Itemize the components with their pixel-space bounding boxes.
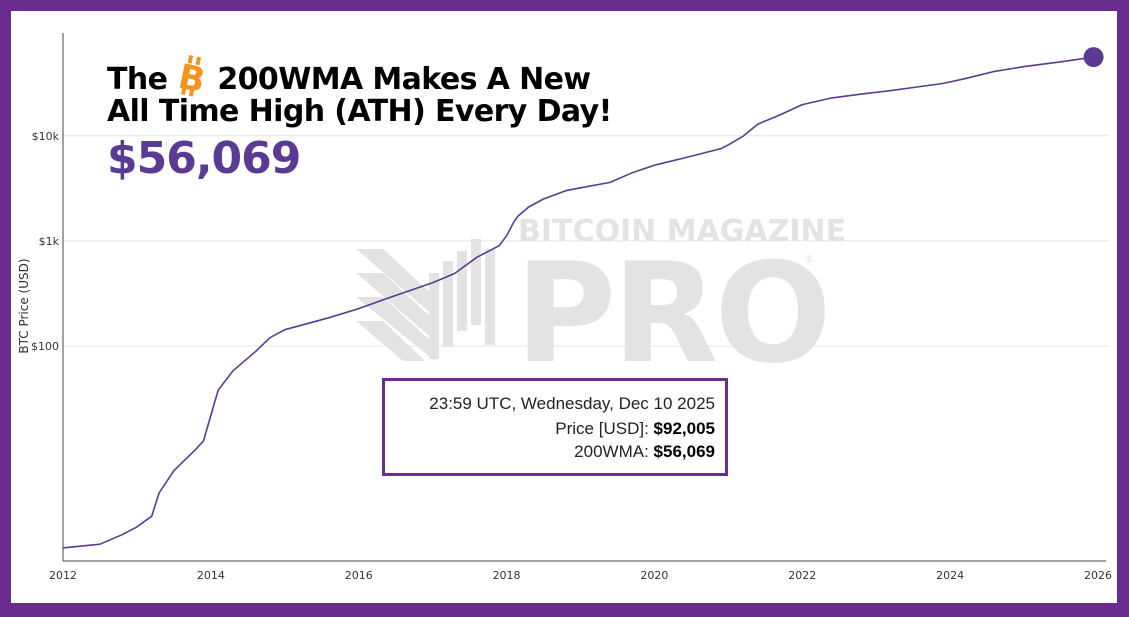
latest-point-marker[interactable] bbox=[1083, 47, 1104, 68]
y-tick-label: $10k bbox=[32, 130, 60, 143]
bitcoin-icon: B bbox=[175, 54, 208, 99]
tooltip-datetime: 23:59 UTC, Wednesday, Dec 10 2025 bbox=[429, 394, 715, 413]
x-tick-labels: 2012 2014 2016 2018 2020 2022 2024 2026 bbox=[49, 569, 1112, 582]
x-tick-label: 2024 bbox=[936, 569, 964, 582]
chart-frame: BITCOIN MAGAZINE PRO ® $100 $1k $10k 2012 2… bbox=[11, 11, 1117, 603]
y-tick-label: $1k bbox=[39, 235, 60, 248]
axes bbox=[62, 33, 1106, 562]
tooltip-wma-row: 200WMA: $56,069 bbox=[574, 442, 715, 462]
series bbox=[62, 47, 1104, 549]
tooltip-price-label: Price [USD]: bbox=[555, 419, 649, 438]
x-tick-label: 2016 bbox=[345, 569, 373, 582]
x-tick-label: 2018 bbox=[493, 569, 521, 582]
x-tick-label: 2020 bbox=[640, 569, 668, 582]
watermark-brand: BITCOIN MAGAZINE bbox=[518, 214, 846, 249]
tooltip-price-row: Price [USD]: $92,005 bbox=[555, 419, 715, 439]
x-tick-label: 2026 bbox=[1084, 569, 1112, 582]
tooltip-wma-value: $56,069 bbox=[653, 442, 715, 461]
chart-title-line-2: All Time High (ATH) Every Day! bbox=[107, 94, 612, 129]
line-chart: BITCOIN MAGAZINE PRO ® $100$1k$10k 2012 2… bbox=[17, 33, 1112, 582]
chart-title-line-1: The B 200WMA Makes A New bbox=[107, 53, 591, 99]
x-tick-label: 2012 bbox=[49, 569, 77, 582]
watermark-logo-icon bbox=[356, 239, 495, 361]
watermark-pro: PRO bbox=[515, 233, 828, 394]
svg-text:B: B bbox=[175, 57, 208, 99]
y-tick-labels: $100 $1k $10k bbox=[31, 130, 60, 353]
y-axis-label: BTC Price (USD) bbox=[17, 258, 31, 353]
watermark: BITCOIN MAGAZINE PRO ® bbox=[356, 214, 846, 394]
title-phrase: 200WMA Makes A New bbox=[217, 62, 591, 97]
data-tooltip: 23:59 UTC, Wednesday, Dec 10 2025 Price … bbox=[382, 378, 728, 476]
gridlines bbox=[63, 135, 1109, 347]
x-tick-label: 2014 bbox=[197, 569, 225, 582]
series-line-200wma bbox=[62, 56, 1094, 549]
tooltip-price-value: $92,005 bbox=[653, 419, 715, 438]
watermark-registered: ® bbox=[804, 252, 815, 265]
headline-200wma-value: $56,069 bbox=[107, 133, 301, 184]
y-tick-label: $100 bbox=[31, 340, 59, 353]
tooltip-wma-label: 200WMA: bbox=[574, 442, 649, 461]
x-tick-label: 2022 bbox=[788, 569, 816, 582]
title-word-the: The bbox=[107, 62, 168, 97]
